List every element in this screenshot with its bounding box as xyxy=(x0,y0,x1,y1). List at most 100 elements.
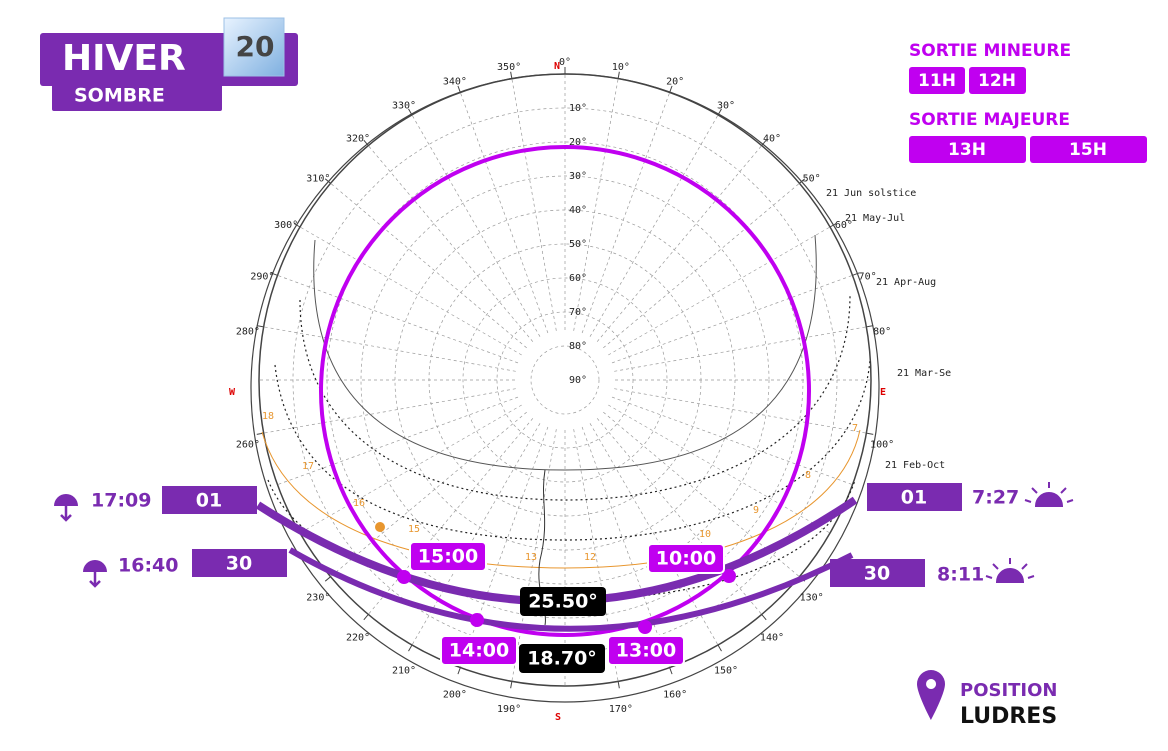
azimuth-tick xyxy=(761,139,767,146)
azimuth-tick xyxy=(866,325,874,328)
day-box xyxy=(867,483,962,511)
time-label: 15:00 xyxy=(418,546,478,568)
sun-chart: 10° 20° 30° 40° 50° 60° 70° 80° 90° 0° 10° 20° 30° 40… xyxy=(236,57,894,715)
altitude-ring xyxy=(462,277,668,483)
solstice-path xyxy=(313,234,817,471)
hour-label: 13 xyxy=(525,552,537,563)
azimuth-label: 200° xyxy=(443,689,467,700)
azimuth-label: 350° xyxy=(497,62,521,73)
radial-line xyxy=(611,275,853,364)
moonrise-icon xyxy=(985,558,1035,583)
exits: SORTIE MINEURE 11H 12H SORTIE MAJEURE 13… xyxy=(909,41,1147,163)
hour-label: 7 xyxy=(852,423,858,434)
azimuth-tick xyxy=(457,85,461,93)
azimuth-label: 70° xyxy=(859,272,877,283)
angle-box xyxy=(519,644,605,673)
radial-line xyxy=(596,418,762,615)
path-apr xyxy=(274,359,871,541)
day-box xyxy=(192,549,287,577)
altitude-label: 70° xyxy=(569,307,587,318)
hour-label: 8 xyxy=(805,470,811,481)
exit-time: 13H xyxy=(948,140,986,160)
azimuth-label: 140° xyxy=(760,633,784,644)
azimuth-label: 280° xyxy=(236,326,260,337)
horizon-band-2 xyxy=(288,547,854,632)
hour-label: 9 xyxy=(753,505,759,516)
season: HIVER xyxy=(62,38,186,79)
pin-icon xyxy=(917,670,945,720)
azimuth-tick xyxy=(408,108,413,116)
azimuth-label: 340° xyxy=(443,77,467,88)
radial-line xyxy=(277,275,519,364)
dot xyxy=(397,570,411,584)
rise-day: 30 xyxy=(864,563,890,585)
exit-box xyxy=(1030,136,1147,163)
moonset-icon xyxy=(54,494,78,522)
radial-line xyxy=(608,226,831,356)
curve-label: 21 May-Jul xyxy=(845,213,905,224)
time-box xyxy=(647,543,725,574)
moon-events: 17:09 01 16:40 30 01 7:27 30 8:11 xyxy=(54,482,1074,588)
set-day: 30 xyxy=(226,553,252,575)
exit-time: 15H xyxy=(1069,140,1107,160)
rise-time: 8:11 xyxy=(937,564,984,586)
azimuth-label: 220° xyxy=(346,633,370,644)
azimuth-tick xyxy=(617,71,620,79)
radial-line xyxy=(368,145,534,342)
day-box xyxy=(162,486,257,514)
altitude-ring xyxy=(394,209,736,551)
altitude-label: 80° xyxy=(569,341,587,352)
azimuth-label: 170° xyxy=(609,704,633,715)
altitude-label: 20° xyxy=(569,137,587,148)
azimuth-tick xyxy=(408,644,413,652)
hour-label: 10 xyxy=(699,529,711,540)
azimuth-tick xyxy=(717,644,722,652)
day-number: 20 xyxy=(236,30,275,63)
radial-line xyxy=(603,183,800,349)
altitude-ring xyxy=(326,141,804,619)
radial-line xyxy=(589,423,719,646)
position-label: POSITION xyxy=(960,680,1058,701)
time-box xyxy=(440,635,518,666)
azimuth-tick xyxy=(256,325,264,328)
azimuth-label: 160° xyxy=(663,689,687,700)
rise-day: 01 xyxy=(901,487,927,509)
azimuth-tick xyxy=(799,178,806,184)
curve-label: 21 Apr-Aug xyxy=(876,277,936,288)
azimuth-tick xyxy=(669,85,673,93)
day-box xyxy=(830,559,925,587)
set-time: 16:40 xyxy=(118,555,178,577)
azimuth-tick xyxy=(852,272,860,276)
exit-box xyxy=(969,67,1026,94)
subtitle-box xyxy=(52,82,222,111)
hour-label: 16 xyxy=(353,498,365,509)
azimuth-label: 150° xyxy=(714,665,738,676)
radial-line xyxy=(611,396,853,485)
compass: N xyxy=(554,61,560,72)
azimuth-tick xyxy=(866,432,874,435)
azimuth-label: 330° xyxy=(392,101,416,112)
dot xyxy=(722,569,736,583)
curve-label: 21 Jun solstice xyxy=(826,188,916,199)
azimuth-label: 300° xyxy=(274,220,298,231)
altitude-label: 90° xyxy=(569,375,587,386)
set-time: 17:09 xyxy=(91,490,151,512)
position-place: LUDRES xyxy=(960,704,1057,729)
azimuth-tick xyxy=(510,71,513,79)
moonset-icon xyxy=(83,560,107,588)
hour-label: 15 xyxy=(408,524,420,535)
altitude-label: 50° xyxy=(569,239,587,250)
altitude-ring xyxy=(496,311,634,449)
radial-line xyxy=(511,429,557,682)
azimuth-label: 190° xyxy=(497,704,521,715)
exit-box xyxy=(909,67,965,94)
azimuth-label: 30° xyxy=(717,101,735,112)
azimuth-tick xyxy=(617,681,620,689)
altitude-ring xyxy=(428,243,702,517)
azimuth-label: 130° xyxy=(800,593,824,604)
azimuth-tick xyxy=(761,614,767,621)
moon-dots xyxy=(397,569,736,634)
radial-line xyxy=(263,326,516,372)
radial-line xyxy=(614,326,867,372)
